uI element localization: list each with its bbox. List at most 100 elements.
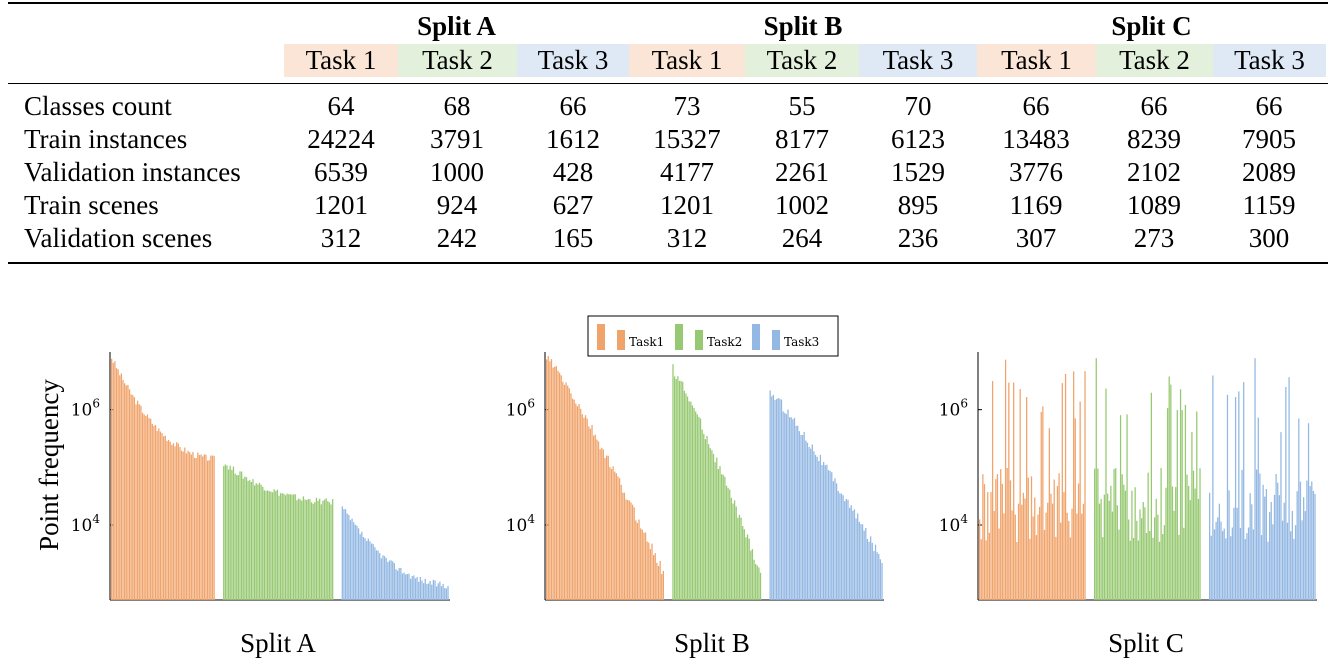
bar-task3: [1288, 377, 1290, 600]
bar-task1: [640, 528, 642, 600]
table-cell: 1169: [1009, 190, 1063, 220]
bar-task1: [570, 393, 572, 600]
legend-swatch-task1-b: [617, 330, 625, 350]
bar-task1: [167, 439, 170, 600]
bar-task2: [680, 380, 682, 600]
bar-task3: [1217, 517, 1219, 600]
bar-task3: [361, 531, 363, 600]
bar-task3: [383, 556, 386, 600]
bar-task2: [1123, 484, 1125, 600]
bar-task1: [656, 562, 658, 600]
bar-task1: [1038, 506, 1041, 600]
bar-task2: [250, 481, 253, 600]
split-a-task-3: Task 3: [517, 44, 629, 77]
bar-task2: [299, 499, 301, 600]
bar-task2: [1171, 486, 1174, 600]
bar-task1: [648, 542, 650, 600]
bar-task1: [1003, 513, 1005, 600]
bar-task3: [852, 510, 854, 600]
bar-task3: [387, 562, 389, 600]
bar-task3: [797, 425, 799, 600]
bar-task3: [1290, 531, 1292, 600]
bar-task3: [816, 456, 818, 600]
bar-task1: [184, 447, 186, 600]
table-cell: 242: [436, 223, 478, 253]
bar-task1: [156, 430, 158, 600]
bar-task1: [166, 440, 168, 600]
bar-task1: [565, 382, 567, 600]
bar-task1: [203, 454, 205, 600]
bar-task3: [806, 442, 809, 600]
bar-task1: [1061, 383, 1063, 600]
bar-task3: [1210, 535, 1212, 600]
bar-task3: [424, 578, 426, 600]
split-a-task-2: Task 2: [398, 44, 517, 77]
bar-task1: [198, 454, 201, 600]
bar-task1: [568, 388, 570, 600]
bar-task2: [1176, 410, 1178, 600]
bar-task2: [714, 462, 716, 600]
bar-task3: [1314, 493, 1316, 600]
bar-task3: [827, 470, 830, 600]
bar-task1: [601, 447, 603, 600]
bar-task1: [137, 400, 139, 600]
bar-task2: [732, 503, 734, 600]
bar-task3: [1293, 538, 1295, 600]
bar-task3: [1215, 521, 1217, 600]
bar-task3: [418, 581, 420, 600]
bar-task2: [284, 495, 287, 600]
bar-task3: [341, 506, 343, 600]
bar-task1: [1011, 510, 1013, 600]
bar-task2: [1170, 384, 1172, 600]
bar-task3: [1309, 485, 1311, 600]
bar-task3: [370, 543, 373, 600]
table-cell: 66: [559, 91, 587, 121]
bar-task3: [1285, 386, 1287, 600]
bar-task3: [354, 524, 356, 600]
bar-task1: [638, 519, 640, 600]
bar-task3: [1294, 525, 1297, 600]
bar-task3: [405, 574, 407, 600]
table-cell: 312: [320, 223, 362, 253]
bar-task3: [444, 588, 446, 600]
bar-task3: [842, 495, 844, 600]
table-cell: 13483: [1002, 124, 1070, 154]
bar-task1: [985, 540, 987, 600]
bar-task2: [224, 464, 226, 600]
row-label: Train instances: [24, 124, 188, 154]
bar-task2: [302, 496, 305, 600]
bar-task3: [413, 575, 415, 600]
bar-task3: [392, 561, 394, 600]
bar-task3: [1280, 432, 1282, 600]
y-tick-label: 104: [71, 512, 101, 536]
bar-task1: [1026, 397, 1028, 600]
bar-task3: [792, 419, 794, 600]
bar-task1: [176, 442, 178, 600]
bar-task3: [374, 547, 376, 600]
bar-task2: [1197, 498, 1200, 600]
bar-task1: [998, 528, 1000, 600]
bar-task1: [1001, 483, 1003, 600]
bar-task1: [1040, 411, 1042, 600]
bar-task3: [871, 542, 873, 600]
bar-task3: [1281, 520, 1284, 600]
table-top-rule: [8, 2, 1328, 4]
bar-task1: [988, 532, 990, 600]
chart-split-a: 104 106: [71, 352, 450, 601]
bar-task1: [646, 541, 648, 600]
legend-label-task3: Task3: [784, 335, 819, 349]
bar-task2: [322, 500, 324, 600]
table-cell: 273: [1133, 223, 1175, 253]
bar-task3: [800, 434, 802, 600]
bar-task3: [782, 411, 784, 600]
bar-task2: [288, 494, 290, 600]
bar-task2: [712, 453, 715, 600]
bar-task3: [1303, 497, 1305, 600]
bar-task2: [735, 506, 737, 600]
bar-task2: [711, 450, 713, 600]
bar-task2: [301, 500, 303, 600]
bar-task3: [1247, 527, 1250, 600]
bar-task2: [748, 538, 750, 600]
bar-task3: [411, 576, 413, 600]
bar-task1: [635, 520, 637, 600]
